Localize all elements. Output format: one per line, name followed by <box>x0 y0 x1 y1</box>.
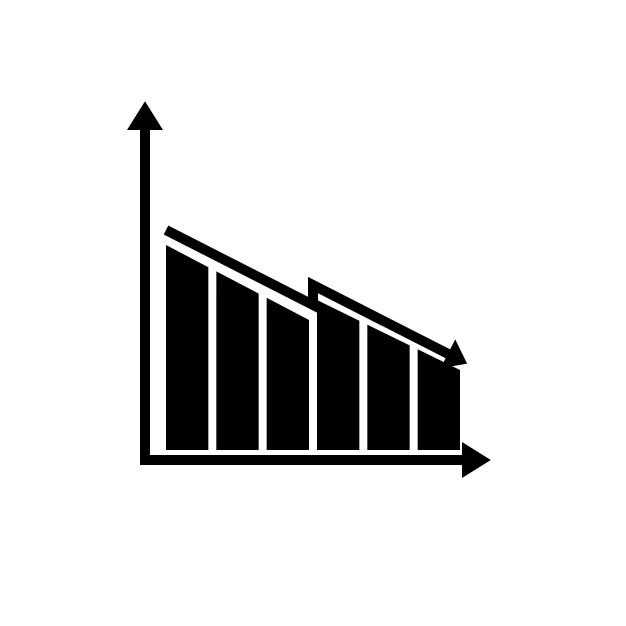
y-axis-arrowhead <box>127 101 163 130</box>
chart-svg <box>0 0 626 626</box>
bar-3 <box>267 298 309 450</box>
decline-chart-icon <box>0 0 626 626</box>
trend-line <box>166 230 454 357</box>
bar-5 <box>367 325 409 450</box>
x-axis-arrowhead <box>462 442 491 478</box>
x-axis <box>140 455 469 465</box>
y-axis <box>140 123 150 465</box>
bar-4 <box>317 300 359 450</box>
bar-2 <box>216 271 258 450</box>
bar-1 <box>166 245 208 450</box>
